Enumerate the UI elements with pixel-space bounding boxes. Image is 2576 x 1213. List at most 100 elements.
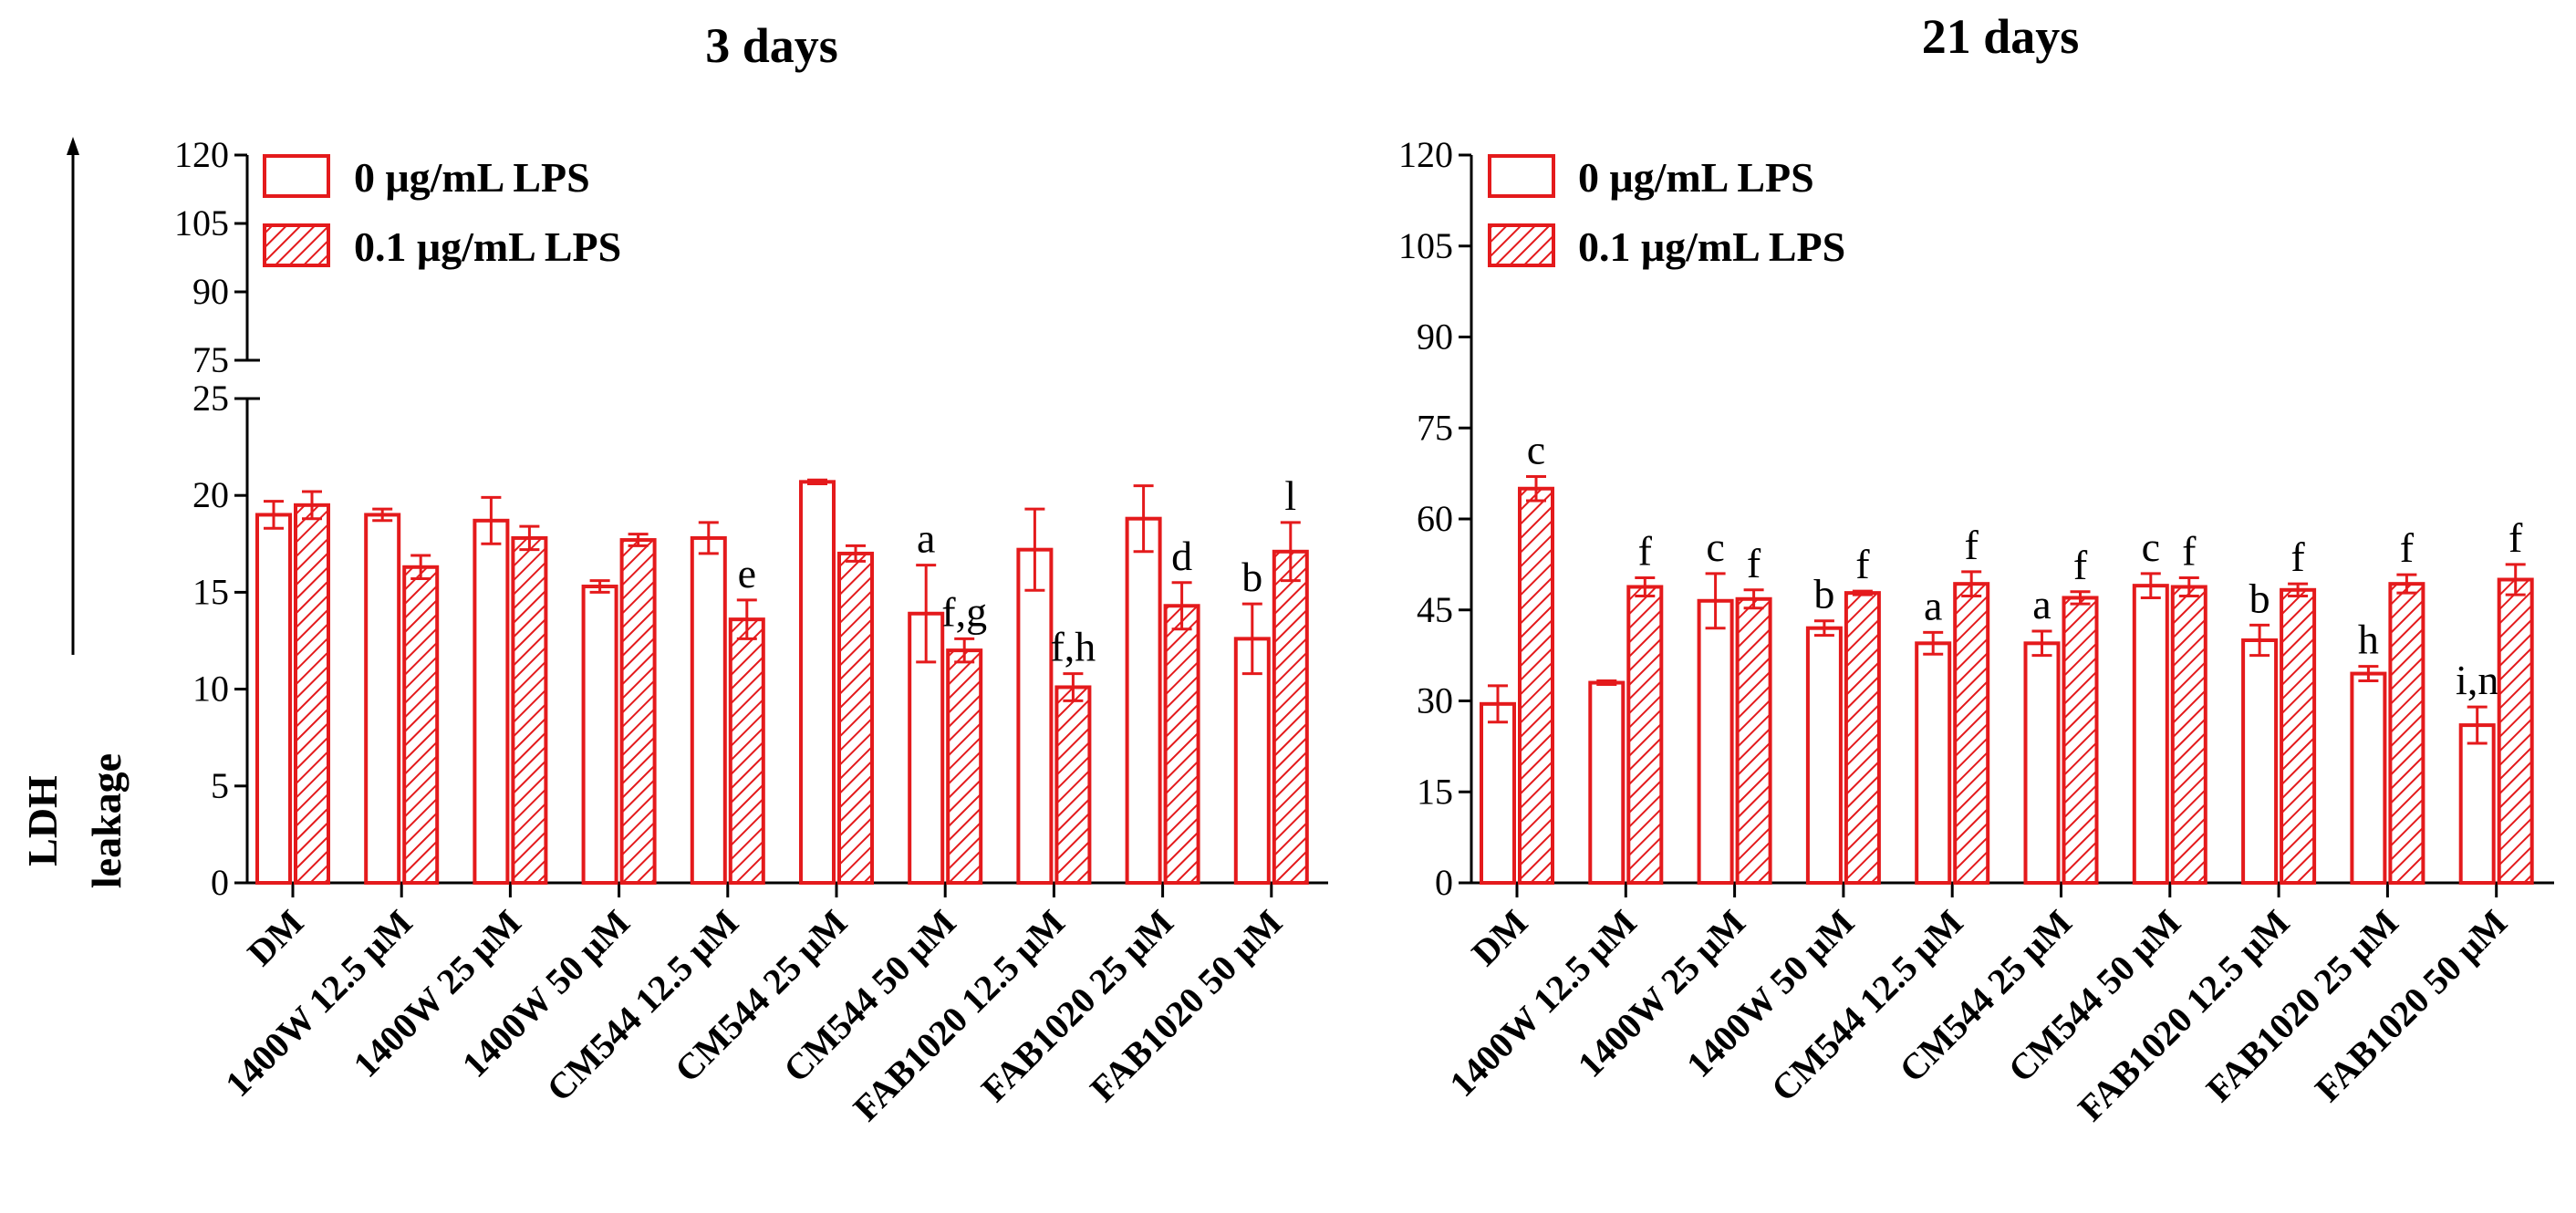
y-tick-label: 75 xyxy=(192,339,229,380)
bar-open xyxy=(690,535,727,885)
significance-label: b xyxy=(1813,571,1834,617)
bar-open xyxy=(473,518,510,885)
significance-label: a xyxy=(2032,581,2051,627)
y-tick-label: 120 xyxy=(1398,134,1453,175)
significance-label: d xyxy=(1171,533,1192,579)
bar-open xyxy=(2023,641,2061,885)
x-tick-label: CM544 12.5 μM xyxy=(1763,902,1971,1110)
chart-title: 3 days xyxy=(705,18,838,73)
y-tick-label: 10 xyxy=(192,669,229,710)
y-tick-label: 105 xyxy=(1398,225,1453,266)
x-tick-label: FAB1020 25 μM xyxy=(2198,902,2406,1110)
legend-label-1: 0.1 μg/mL LPS xyxy=(1578,223,1845,270)
y-tick-label: 0 xyxy=(211,862,229,903)
bar-hatched xyxy=(1953,582,1990,886)
bar-hatched xyxy=(402,565,440,886)
y-axis-label: LDH leakage xyxy=(19,137,130,888)
significance-label: f xyxy=(2182,528,2197,575)
bars: e af,g f,h d bl xyxy=(255,472,1309,886)
significance-label: l xyxy=(1284,472,1296,519)
significance-label: c xyxy=(1527,426,1545,472)
x-tick-label: DM xyxy=(1463,902,1535,974)
bar-open xyxy=(1125,516,1162,885)
bar-hatched xyxy=(946,648,983,885)
y-axis: 0 15 30 45 60 75 90 105 120 xyxy=(1398,134,1473,903)
legend-label-0: 0 μg/mL LPS xyxy=(354,154,590,201)
significance-label: c xyxy=(1706,524,1724,570)
bar-hatched xyxy=(1518,486,1554,885)
significance-label: f,h xyxy=(1050,624,1096,670)
x-tick-label: FAB1020 25 μM xyxy=(973,902,1181,1110)
significance-label: b xyxy=(1241,554,1262,600)
legend-swatch-hatched xyxy=(1488,223,1555,267)
significance-label: f xyxy=(1638,528,1653,575)
bar-open xyxy=(1016,547,1054,885)
chart-panel-3-days: 3 days 0 μg/mL LPS 0.1 μg/mL LPS 0 5 10 15 2… xyxy=(174,18,1328,1129)
significance-label: f xyxy=(1965,522,1979,568)
y-label-line2: leakage xyxy=(83,753,130,888)
bar-open xyxy=(1805,626,1843,885)
bar-hatched xyxy=(2280,587,2317,885)
bar-hatched xyxy=(2062,596,2099,885)
significance-label: f xyxy=(2073,542,2088,588)
bar-open xyxy=(1915,641,1952,885)
significance-label: a xyxy=(917,515,935,562)
y-tick-label: 20 xyxy=(192,474,229,515)
bar-open xyxy=(2241,638,2279,885)
y-tick-label: 90 xyxy=(192,271,229,312)
bar-open xyxy=(2132,584,2169,886)
y-tick-label: 105 xyxy=(174,202,229,244)
significance-label: a xyxy=(1924,582,1942,628)
significance-label: f xyxy=(2400,524,2415,571)
bar-hatched xyxy=(1735,596,1772,886)
significance-label: b xyxy=(2249,575,2270,621)
bar-hatched xyxy=(1272,549,1309,886)
significance-label: f,g xyxy=(941,588,987,635)
bar-hatched xyxy=(1626,585,1664,885)
legend: 0 μg/mL LPS 0.1 μg/mL LPS xyxy=(1488,154,1845,270)
bar-open xyxy=(364,513,401,885)
legend: 0 μg/mL LPS 0.1 μg/mL LPS xyxy=(263,154,621,270)
bar-open xyxy=(1233,637,1271,885)
chart-title: 21 days xyxy=(1922,9,2080,64)
y-tick-label: 15 xyxy=(1417,771,1453,812)
significance-label: f xyxy=(2290,534,2305,580)
bar-open xyxy=(1697,598,1734,886)
y-tick-label: 45 xyxy=(1417,589,1453,630)
y-tick-label: 30 xyxy=(1417,680,1453,721)
y-tick-label: 60 xyxy=(1417,498,1453,539)
x-tick-label: FAB1020 50 μM xyxy=(1082,902,1290,1110)
significance-label: h xyxy=(2358,617,2379,663)
y-axis-arrow-icon xyxy=(67,137,79,155)
bar-open xyxy=(799,480,836,885)
bar-open xyxy=(1480,701,1516,886)
bar-open xyxy=(2458,723,2496,885)
bar-hatched xyxy=(1163,604,1200,885)
y-label-line1: LDH xyxy=(19,775,66,866)
legend-label-0: 0 μg/mL LPS xyxy=(1578,154,1814,201)
bar-open xyxy=(581,585,618,885)
significance-label: i,n xyxy=(2456,657,2498,703)
x-tick-label: FAB1020 50 μM xyxy=(2307,902,2515,1110)
bar-hatched xyxy=(294,503,330,885)
bar-open xyxy=(1588,680,1626,885)
chart-panel-21-days: 21 days 0 μg/mL LPS 0.1 μg/mL LPS 0 15 30 4… xyxy=(1398,9,2554,1129)
bar-hatched xyxy=(511,535,548,885)
significance-label: f xyxy=(1855,541,1870,587)
bar-hatched xyxy=(619,538,657,885)
bar-open xyxy=(2350,671,2387,886)
significance-label: f xyxy=(2508,514,2523,561)
x-tick-label: 1400W 12.5 μM xyxy=(217,902,421,1105)
bar-hatched xyxy=(837,551,874,885)
bar-hatched xyxy=(2388,582,2425,886)
y-tick-label: 120 xyxy=(174,134,229,175)
x-tick-label: DM xyxy=(239,902,311,974)
bar-open xyxy=(255,513,292,885)
y-tick-label: 90 xyxy=(1417,316,1453,358)
x-tick-label: CM544 12.5 μM xyxy=(538,902,746,1110)
legend-swatch-open xyxy=(263,154,330,198)
